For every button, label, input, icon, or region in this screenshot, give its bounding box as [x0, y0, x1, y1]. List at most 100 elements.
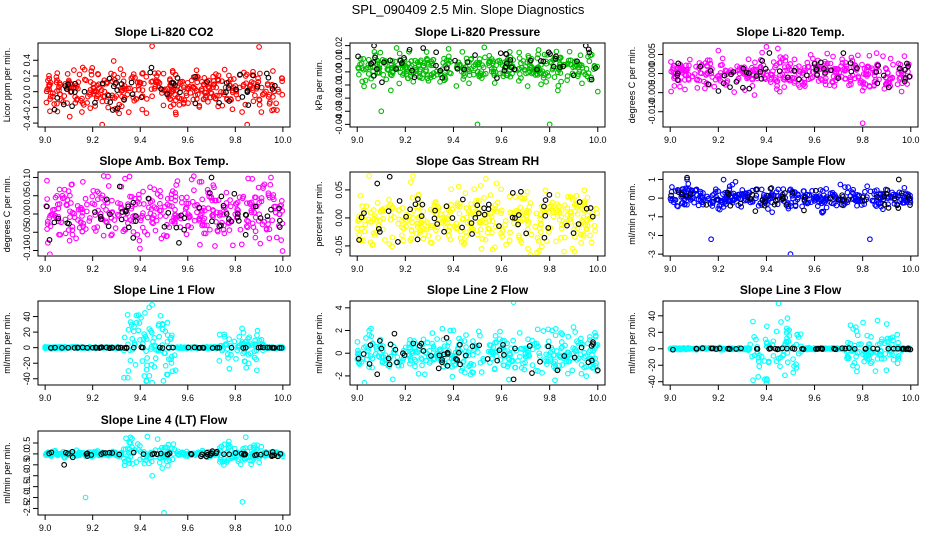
data-point	[149, 472, 155, 479]
data-point	[565, 333, 572, 340]
data-point	[695, 202, 702, 209]
data-point	[907, 199, 914, 206]
data-point	[414, 349, 421, 355]
data-point	[393, 66, 399, 72]
data-point	[143, 366, 150, 373]
x-tick-label: 9.8	[856, 264, 869, 274]
x-tick-label: 9.6	[808, 264, 821, 274]
data-point	[492, 332, 499, 339]
data-point	[427, 224, 434, 231]
x-tick-label: 9.2	[399, 393, 412, 403]
data-point	[58, 97, 65, 104]
data-point	[140, 210, 146, 216]
data-point	[463, 229, 469, 235]
data-point	[552, 325, 559, 332]
data-point	[558, 225, 565, 232]
data-point	[547, 51, 553, 57]
data-point	[150, 220, 156, 227]
data-point	[895, 205, 902, 211]
data-point	[725, 197, 731, 204]
data-point	[864, 183, 871, 190]
data-point	[543, 78, 549, 85]
data-point	[878, 338, 885, 345]
data-point	[757, 63, 764, 70]
data-point	[787, 61, 794, 67]
y-tick-label: -40	[647, 375, 657, 388]
y-tick-label: 0.00	[334, 63, 344, 81]
data-point	[446, 207, 452, 214]
x-tick-label: 9.4	[760, 393, 773, 403]
data-point	[463, 352, 469, 359]
data-point	[276, 205, 283, 212]
data-point	[383, 76, 390, 83]
data-point	[451, 223, 458, 230]
data-point	[518, 188, 524, 195]
data-point	[181, 97, 188, 103]
data-point	[385, 208, 392, 214]
data-point	[366, 332, 373, 338]
data-point	[839, 56, 845, 63]
data-point	[256, 96, 262, 103]
data-point	[424, 71, 431, 78]
data-point	[670, 346, 676, 353]
data-point	[235, 218, 242, 224]
data-point	[210, 73, 216, 80]
data-point	[571, 354, 578, 361]
data-point	[130, 199, 137, 206]
data-point	[64, 220, 71, 226]
data-point	[168, 88, 175, 95]
x-tick-label: 9.8	[543, 393, 556, 403]
data-point	[159, 345, 166, 351]
data-point	[549, 207, 556, 214]
data-point	[72, 100, 79, 106]
data-point	[577, 231, 584, 238]
data-point	[536, 353, 543, 359]
data-point	[228, 351, 234, 358]
data-point	[521, 366, 528, 373]
data-point	[255, 344, 262, 351]
data-point	[566, 358, 573, 365]
data-point	[149, 219, 155, 226]
data-point	[498, 186, 505, 193]
data-point	[858, 202, 865, 208]
x-tick-label: 9.6	[808, 393, 821, 403]
data-point	[230, 454, 237, 461]
data-point	[503, 72, 510, 79]
data-point	[481, 205, 487, 212]
data-point	[547, 349, 554, 356]
data-point	[759, 57, 766, 64]
data-point	[379, 359, 386, 366]
data-point	[233, 91, 240, 98]
data-point	[109, 450, 116, 456]
data-point	[463, 348, 469, 355]
data-point	[47, 108, 53, 115]
data-point	[221, 333, 228, 340]
data-point	[367, 209, 374, 216]
data-point	[558, 78, 564, 85]
data-point	[212, 197, 218, 204]
data-point	[481, 44, 488, 51]
data-point	[564, 370, 571, 377]
data-point	[894, 360, 901, 367]
data-point	[95, 196, 101, 203]
data-point	[517, 194, 524, 201]
data-point	[880, 206, 886, 213]
data-point	[457, 235, 464, 242]
data-point	[531, 66, 538, 73]
x-tick-label: 9.4	[760, 264, 773, 274]
data-point	[95, 81, 102, 88]
data-point	[73, 235, 79, 242]
data-point	[79, 213, 85, 219]
data-point	[386, 173, 393, 180]
data-point	[703, 201, 710, 208]
data-point	[104, 98, 110, 105]
data-point	[407, 206, 413, 213]
data-point	[706, 57, 713, 64]
data-point	[458, 338, 464, 344]
data-point	[208, 450, 214, 456]
data-point	[269, 217, 276, 224]
data-point	[66, 113, 73, 120]
data-point	[594, 88, 601, 95]
data-point	[100, 232, 107, 239]
data-point	[584, 223, 591, 229]
